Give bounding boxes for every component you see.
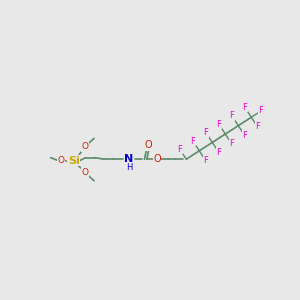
- Text: H: H: [127, 163, 133, 172]
- Text: F: F: [255, 122, 260, 131]
- Text: F: F: [190, 136, 195, 146]
- Text: F: F: [203, 156, 208, 165]
- Text: O: O: [145, 140, 152, 150]
- Text: F: F: [203, 128, 208, 137]
- Text: O: O: [57, 156, 64, 165]
- Text: O: O: [81, 168, 88, 177]
- Text: O: O: [81, 142, 88, 152]
- Text: F: F: [229, 139, 234, 148]
- Text: O: O: [153, 154, 161, 164]
- Text: F: F: [242, 103, 247, 112]
- Text: N: N: [124, 154, 134, 164]
- Text: Si: Si: [68, 156, 80, 166]
- Text: F: F: [259, 106, 263, 116]
- Text: F: F: [178, 145, 182, 154]
- Text: F: F: [216, 148, 221, 157]
- Text: F: F: [230, 112, 234, 121]
- Text: F: F: [242, 131, 247, 140]
- Text: F: F: [217, 120, 221, 129]
